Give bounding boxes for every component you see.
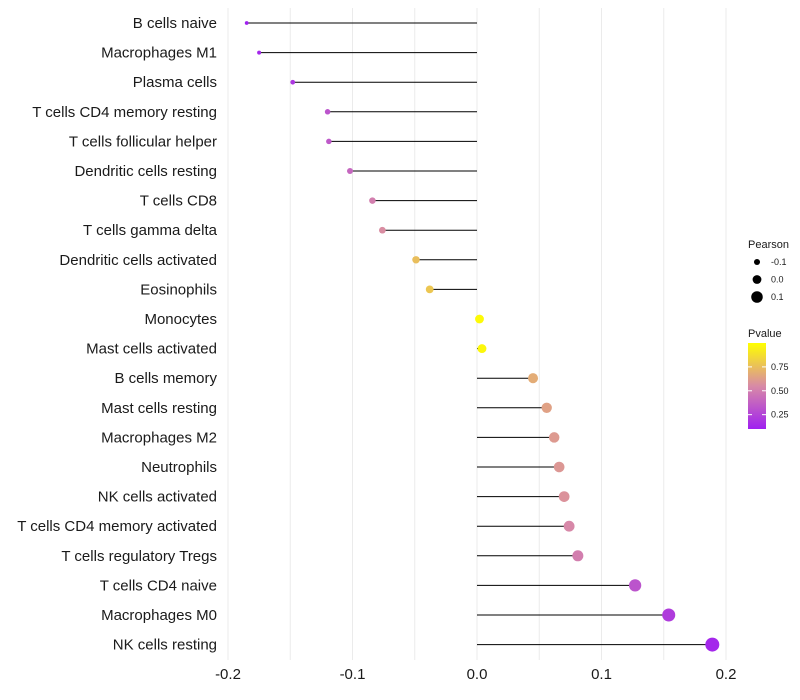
y-tick-label: B cells naive [133, 15, 217, 32]
y-tick-label: Dendritic cells activated [59, 252, 217, 269]
y-tick-label: T cells CD8 [140, 193, 217, 210]
x-tick-label: -0.2 [215, 666, 241, 683]
y-tick-label: NK cells resting [113, 637, 217, 654]
y-tick-label: T cells gamma delta [83, 222, 218, 239]
y-tick-label: Dendritic cells resting [74, 163, 217, 180]
y-tick-label: Plasma cells [133, 74, 217, 91]
y-tick-label: T cells follicular helper [69, 133, 217, 150]
y-tick-label: T cells CD4 memory resting [32, 104, 217, 121]
lollipop-point [425, 285, 434, 294]
pearson-legend-label: -0.1 [771, 257, 787, 267]
lollipop-point [528, 373, 539, 384]
y-tick-label: Macrophages M0 [101, 607, 217, 624]
y-tick-label: B cells memory [114, 370, 217, 387]
pearson-legend-dot [753, 258, 761, 266]
y-tick-label: T cells regulatory Tregs [61, 548, 217, 565]
pvalue-legend-title: Pvalue [748, 328, 782, 340]
y-tick-label: Macrophages M2 [101, 429, 217, 446]
lollipop-point [553, 461, 565, 473]
lollipop-point [548, 432, 560, 443]
y-tick-label: Mast cells activated [86, 341, 217, 358]
lollipop-point [662, 608, 676, 622]
lollipop-point [475, 314, 484, 324]
lollipop-point [257, 50, 262, 55]
y-tick-label: NK cells activated [98, 489, 217, 506]
y-tick-label: T cells CD4 naive [100, 577, 217, 594]
lollipop-point [558, 491, 570, 502]
y-axis-labels: B cells naive Macrophages M1 Plasma cells T… [17, 15, 217, 654]
lollipop-point [705, 637, 720, 652]
pearson-legend-dot [751, 291, 763, 303]
pearson-legend-label: 0.0 [771, 275, 784, 285]
y-tick-label: Monocytes [144, 311, 217, 328]
x-tick-label: 0.2 [716, 666, 737, 683]
y-tick-label: Neutrophils [141, 459, 217, 476]
y-tick-label: Macrophages M1 [101, 45, 217, 62]
lollipop-point [563, 520, 575, 532]
lollipop-point [347, 167, 354, 175]
pvalue-legend-label: 0.50 [771, 386, 789, 396]
pvalue-legend-label: 0.75 [771, 362, 789, 372]
pearson-legend-label: 0.1 [771, 292, 784, 302]
y-tick-label: Mast cells resting [101, 400, 217, 417]
grid-layer [227, 8, 727, 660]
x-axis-labels: -0.2 -0.1 0.0 0.1 0.2 [215, 666, 736, 683]
x-tick-label: 0.1 [591, 666, 612, 683]
lollipop-point [477, 344, 487, 354]
point-layer [244, 21, 720, 652]
pvalue-color-legend: Pvalue 0.75 0.50 0.25 [748, 328, 789, 429]
pearson-legend-dot [752, 275, 762, 284]
lollipop-point [290, 79, 296, 85]
x-tick-label: -0.1 [340, 666, 366, 683]
pvalue-legend-label: 0.25 [771, 410, 789, 420]
lollipop-point [326, 138, 332, 145]
lollipop-point [572, 550, 584, 562]
y-tick-label: T cells CD4 memory activated [17, 518, 217, 535]
lollipop-point [324, 109, 331, 115]
stem-layer [246, 22, 713, 646]
pearson-size-legend: Pearson -0.1 0.0 0.1 [748, 239, 789, 303]
pearson-legend-title: Pearson [748, 239, 789, 251]
pvalue-colorbar [748, 343, 766, 429]
lollipop-point [541, 402, 552, 413]
lollipop-point [369, 197, 376, 204]
lollipop-point [412, 256, 420, 264]
lollipop-point [628, 579, 642, 592]
x-tick-label: 0.0 [467, 666, 488, 683]
y-tick-label: Eosinophils [140, 281, 217, 298]
lollipop-point [244, 21, 249, 25]
lollipop-point [379, 226, 386, 234]
